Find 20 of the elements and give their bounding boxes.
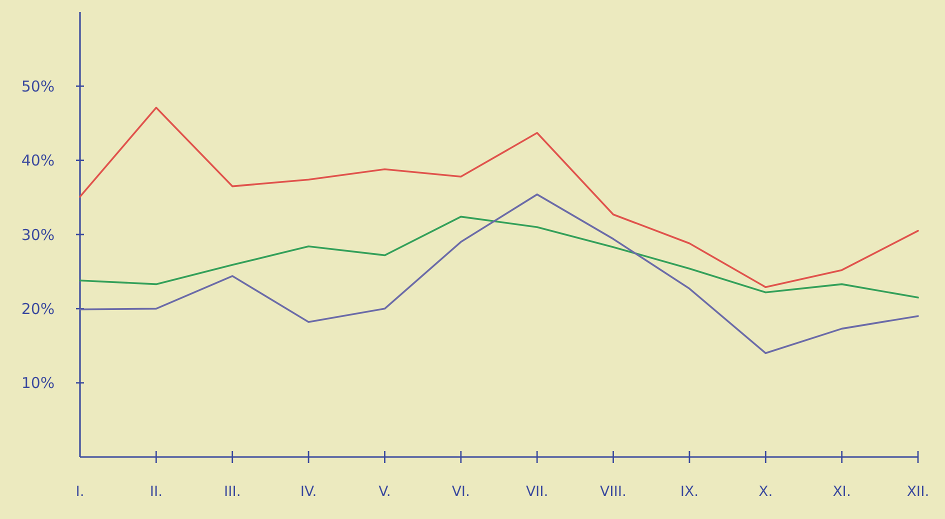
- x-tick-label: VIII.: [600, 484, 626, 500]
- y-tick-label: 10%: [21, 374, 55, 392]
- line-series: [79, 106, 919, 288]
- y-tick-label: 20%: [21, 300, 55, 318]
- x-tick-label: III.: [224, 484, 241, 500]
- x-tick-label: V.: [378, 484, 391, 500]
- x-tick-label: X.: [758, 484, 773, 500]
- line-series: [79, 216, 919, 298]
- y-tick-label: 40%: [21, 152, 55, 170]
- x-tick-label: IX.: [680, 484, 699, 500]
- x-tick-label: II.: [150, 484, 163, 500]
- x-tick-label: IV.: [300, 484, 317, 500]
- x-tick-label: VII.: [526, 484, 548, 500]
- y-tick-label: 50%: [21, 77, 55, 96]
- x-tick-label: I.: [76, 484, 84, 500]
- line-series: [79, 194, 919, 354]
- x-tick-label: XII.: [906, 484, 930, 500]
- y-tick-label: 30%: [21, 226, 55, 244]
- x-tick-label: VI.: [452, 484, 470, 500]
- x-tick-label: XI.: [832, 484, 851, 500]
